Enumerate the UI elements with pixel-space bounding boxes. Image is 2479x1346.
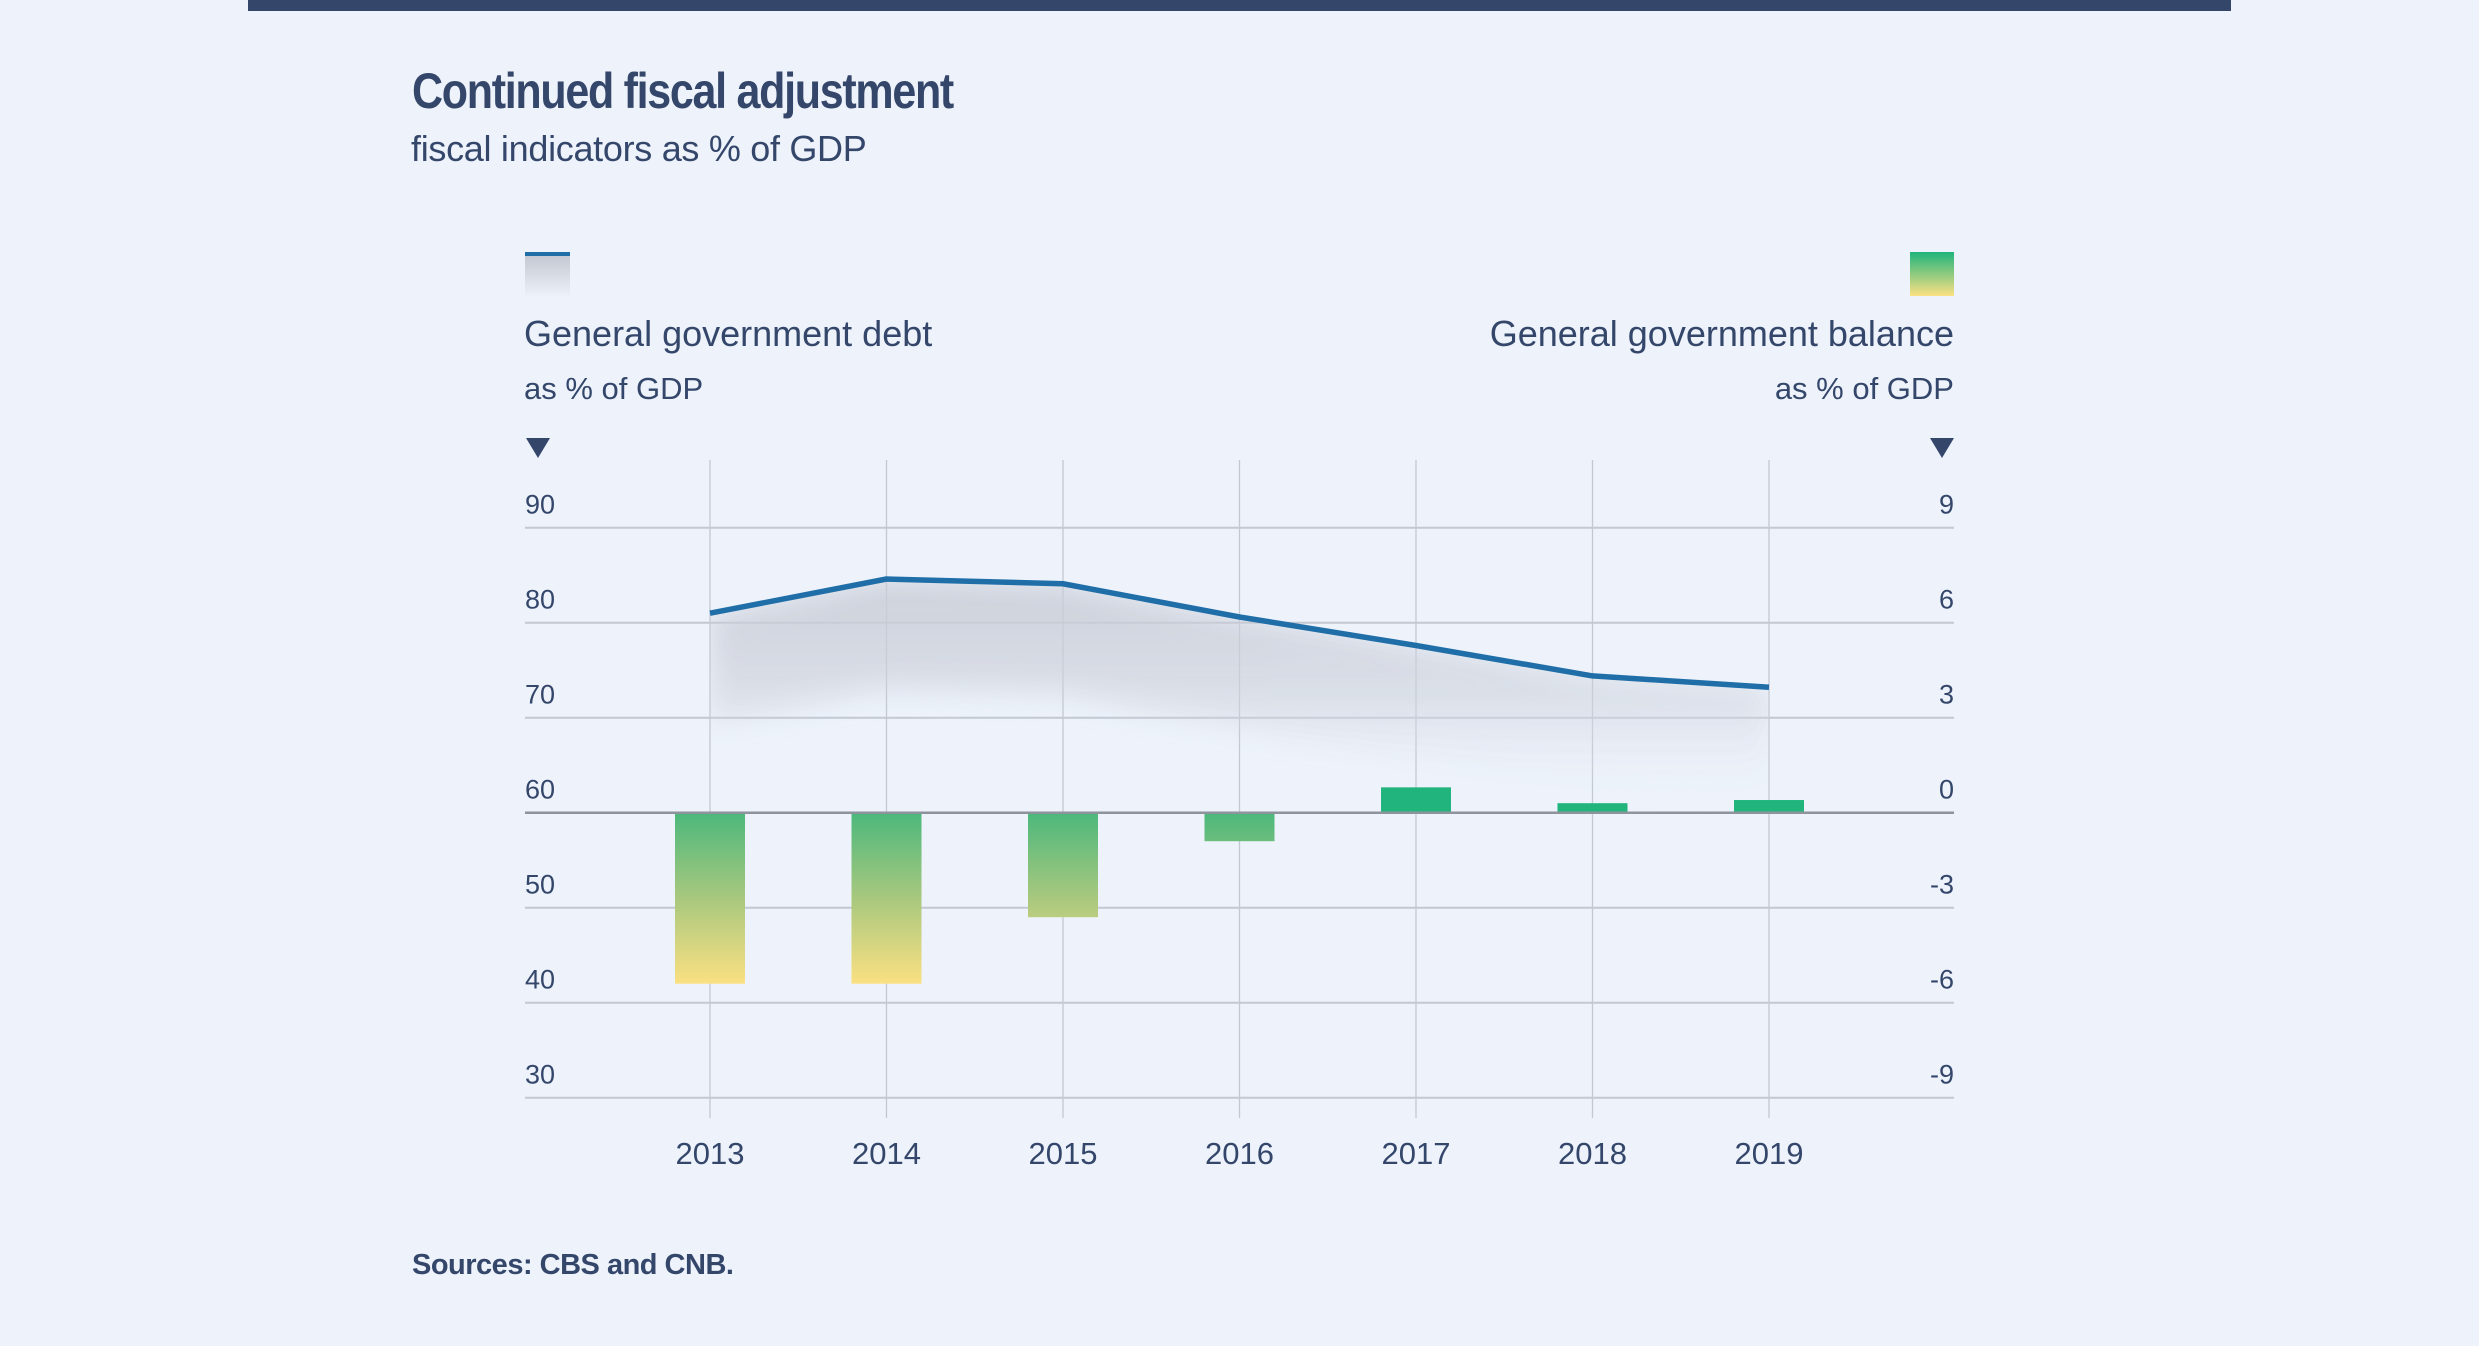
legend-balance-swatch <box>1910 252 1954 296</box>
right-axis-ticks: 9 6 3 0 -3 -6 -9 <box>1930 490 1954 1090</box>
right-axis-triangle-icon <box>1930 438 1954 458</box>
right-tick-label: -3 <box>1930 870 1954 900</box>
x-tick-label: 2017 <box>1382 1136 1451 1171</box>
legend-debt: General government debt as % of GDP <box>524 252 932 458</box>
left-tick-label: 70 <box>525 680 555 710</box>
balance-bar <box>1381 787 1451 813</box>
legend-balance-unit: as % of GDP <box>1775 371 1954 406</box>
left-axis-triangle-icon <box>526 438 550 458</box>
legend-balance: General government balance as % of GDP <box>1490 252 1954 458</box>
x-tick-label: 2018 <box>1558 1136 1627 1171</box>
right-tick-label: 3 <box>1939 680 1954 710</box>
balance-bar <box>1028 812 1098 918</box>
legend-debt-label: General government debt <box>524 313 932 354</box>
top-accent-bar <box>248 0 2231 11</box>
chart-title: Continued fiscal adjustment <box>412 63 954 119</box>
left-axis-ticks: 90 80 70 60 50 40 30 <box>525 490 555 1090</box>
x-tick-label: 2019 <box>1735 1136 1804 1171</box>
x-tick-label: 2015 <box>1029 1136 1098 1171</box>
right-tick-label: 6 <box>1939 585 1954 615</box>
left-tick-label: 90 <box>525 490 555 520</box>
legend-debt-unit: as % of GDP <box>524 371 703 406</box>
legend-balance-label: General government balance <box>1490 313 1954 354</box>
balance-bar <box>1734 800 1804 813</box>
x-tick-label: 2014 <box>852 1136 921 1171</box>
right-tick-label: -6 <box>1930 965 1954 995</box>
right-tick-label: 0 <box>1939 775 1954 805</box>
debt-shadow-area <box>710 579 1769 798</box>
right-tick-label: 9 <box>1939 490 1954 520</box>
balance-bar <box>1204 812 1275 842</box>
left-tick-label: 30 <box>525 1060 555 1090</box>
x-axis-labels: 2013 2014 2015 2016 2017 2018 2019 <box>676 1136 1804 1171</box>
sources-note: Sources: CBS and CNB. <box>412 1249 734 1281</box>
left-tick-label: 80 <box>525 585 555 615</box>
balance-bars <box>675 787 1804 984</box>
balance-bar <box>1557 803 1628 813</box>
debt-area-shadow <box>710 579 1769 798</box>
x-tick-label: 2016 <box>1205 1136 1274 1171</box>
left-tick-label: 60 <box>525 775 555 805</box>
balance-bar <box>675 812 745 984</box>
balance-bar <box>851 812 922 984</box>
left-tick-label: 40 <box>525 965 555 995</box>
vertical-gridlines <box>709 460 1770 1118</box>
chart-subtitle: fiscal indicators as % of GDP <box>411 128 867 169</box>
left-tick-label: 50 <box>525 870 555 900</box>
right-tick-label: -9 <box>1930 1060 1954 1090</box>
legend-debt-swatch <box>525 256 570 298</box>
x-tick-label: 2013 <box>676 1136 745 1171</box>
debt-line-series <box>709 576 1770 691</box>
legend-debt-line-icon <box>525 252 570 256</box>
